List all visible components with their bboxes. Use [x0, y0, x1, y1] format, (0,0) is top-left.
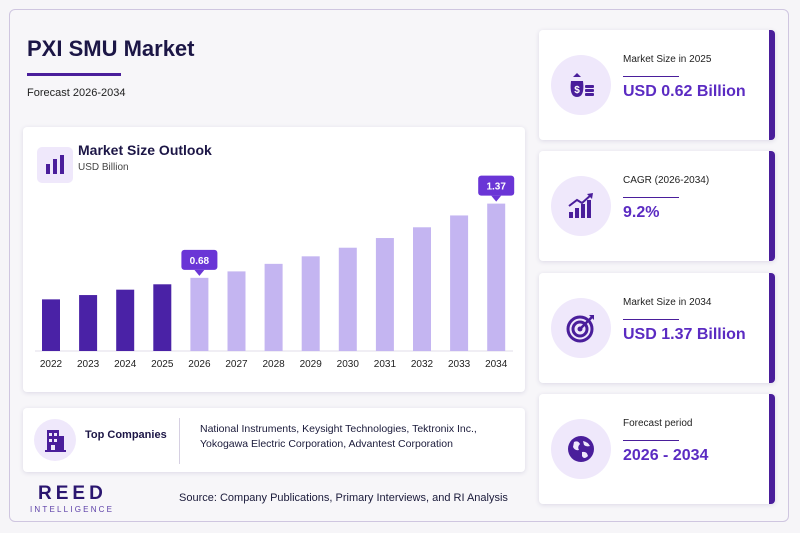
bar-2023: [79, 295, 98, 351]
chart-card: Market Size Outlook USD Billion 2022 2023…: [23, 127, 525, 392]
callout-pointer: [491, 195, 502, 202]
page-title: PXI SMU Market: [27, 36, 195, 61]
bar-2028: [264, 263, 283, 351]
x-tick-label: 2029: [300, 359, 323, 370]
bar-2024: [116, 289, 135, 351]
x-tick-label: 2027: [225, 359, 248, 370]
bar-2029: [301, 256, 320, 351]
x-tick-label: 2026: [188, 359, 211, 370]
stat-card-market-size-2025: $ Market Size in 2025 USD 0.62 Billion: [539, 30, 775, 140]
bar-2022: [42, 299, 60, 351]
callout-box: [478, 175, 515, 196]
bar-chart-icon: [37, 147, 73, 183]
stat-label: CAGR (2026-2034): [623, 175, 710, 186]
x-tick-label: 2032: [411, 359, 434, 370]
title-underline: [27, 73, 121, 76]
page-subtitle: Forecast 2026-2034: [27, 87, 126, 99]
bar-2030: [338, 247, 357, 351]
money-bag-icon: $: [551, 55, 611, 115]
globe-icon: [551, 419, 611, 479]
x-tick-label: 2030: [337, 359, 360, 370]
stat-value: USD 0.62 Billion: [623, 83, 746, 100]
stat-underline: [623, 76, 679, 77]
stat-card-cagr: CAGR (2026-2034) 9.2%: [539, 151, 775, 261]
x-tick-label: 2028: [262, 359, 285, 370]
x-tick-label: 2033: [448, 359, 471, 370]
bar-2027: [227, 271, 246, 351]
x-tick-label: 2025: [151, 359, 174, 370]
data-label: 0.68: [190, 256, 210, 267]
top-companies-label: Top Companies: [85, 429, 167, 441]
bar-2034: [487, 203, 506, 351]
bar-chart: 2022 2023 2024 2025 2026 2027 2028 2029 2030 2031…: [35, 175, 515, 370]
x-tick-label: 2031: [374, 359, 397, 370]
stat-underline: [623, 319, 679, 320]
chart-unit-label: USD Billion: [78, 162, 129, 173]
x-tick-label: 2034: [485, 359, 508, 370]
x-tick-label: 2024: [114, 359, 137, 370]
stat-value: 9.2%: [623, 204, 660, 221]
data-callout-2034: 1.37: [478, 175, 515, 202]
building-icon: [34, 419, 76, 461]
stat-underline: [623, 197, 679, 198]
top-companies-list: National Instruments, Keysight Technolog…: [200, 423, 477, 450]
stat-label: Market Size in 2034: [623, 297, 712, 308]
data-callout-2026: 0.68: [181, 249, 218, 276]
callout-box: [181, 249, 218, 270]
stat-card-market-size-2034: Market Size in 2034 USD 1.37 Billion: [539, 273, 775, 383]
bar-2033: [450, 215, 469, 351]
stat-value: USD 1.37 Billion: [623, 326, 746, 343]
svg-text:$: $: [574, 85, 580, 96]
logo-tagline: INTELLIGENCE: [30, 505, 115, 514]
divider: [179, 418, 180, 464]
bar-2031: [375, 238, 394, 351]
data-label: 1.37: [486, 182, 506, 193]
x-tick-label: 2023: [77, 359, 100, 370]
growth-chart-icon: [551, 176, 611, 236]
logo-wordmark: REED: [38, 483, 107, 504]
chart-title: Market Size Outlook: [78, 142, 212, 158]
target-icon: [551, 298, 611, 358]
stat-underline: [623, 440, 679, 441]
top-companies-card: Top Companies National Instruments, Keys…: [23, 408, 525, 472]
callout-pointer: [194, 269, 205, 276]
stat-card-forecast-period: Forecast period 2026 - 2034: [539, 394, 775, 504]
bar-2032: [413, 227, 431, 351]
stat-value: 2026 - 2034: [623, 447, 709, 464]
bar-2025: [153, 284, 172, 351]
stat-label: Market Size in 2025: [623, 54, 712, 65]
stat-label: Forecast period: [623, 418, 693, 429]
x-tick-label: 2022: [40, 359, 63, 370]
source-note: Source: Company Publications, Primary In…: [179, 492, 508, 504]
bar-2026: [190, 277, 209, 351]
